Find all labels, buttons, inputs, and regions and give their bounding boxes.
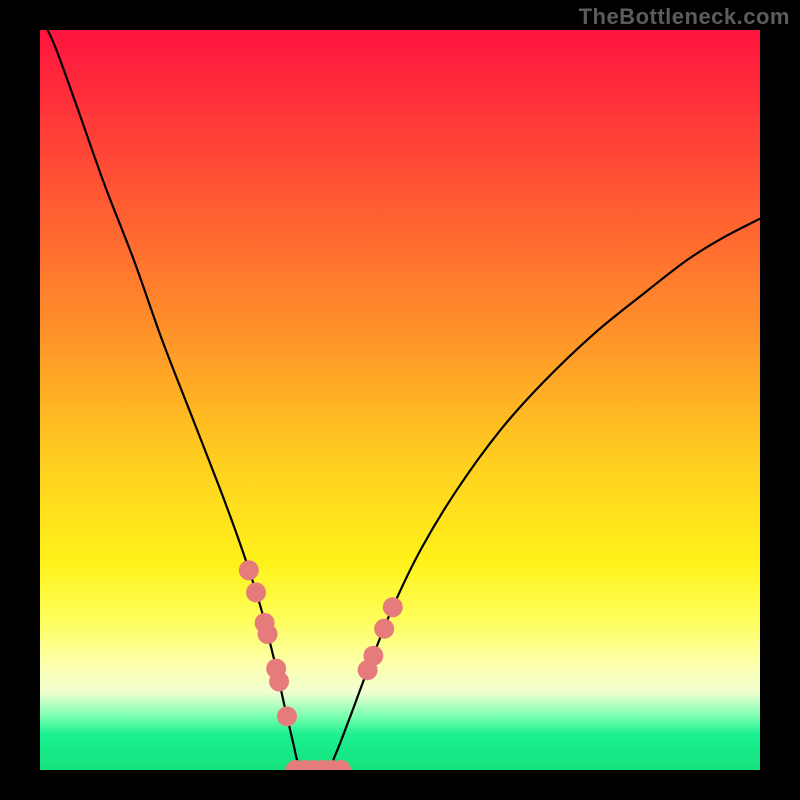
curve-marker	[277, 706, 297, 726]
curve-marker	[374, 619, 394, 639]
plot-area	[40, 30, 760, 770]
bottleneck-chart	[0, 0, 800, 800]
watermark-text: TheBottleneck.com	[579, 4, 790, 30]
curve-marker	[258, 624, 278, 644]
curve-marker	[269, 671, 289, 691]
curve-marker	[246, 582, 266, 602]
curve-marker	[239, 560, 259, 580]
curve-marker	[363, 646, 383, 666]
chart-root: TheBottleneck.com	[0, 0, 800, 800]
curve-marker	[383, 597, 403, 617]
